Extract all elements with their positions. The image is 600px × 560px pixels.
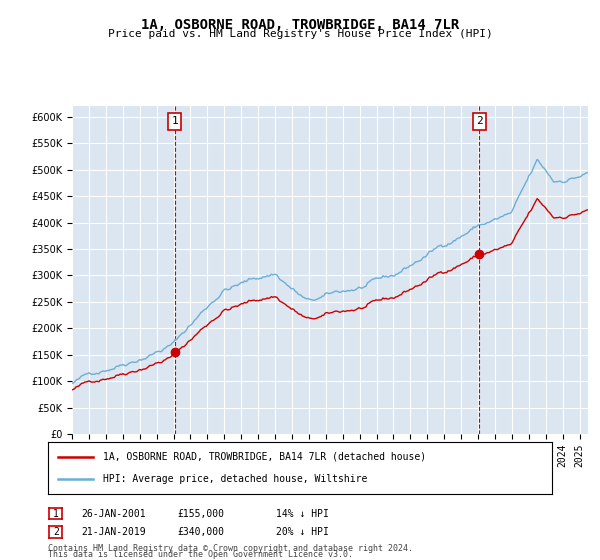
Text: £155,000: £155,000 (177, 508, 224, 519)
Text: Contains HM Land Registry data © Crown copyright and database right 2024.: Contains HM Land Registry data © Crown c… (48, 544, 413, 553)
Text: 21-JAN-2019: 21-JAN-2019 (81, 527, 146, 537)
Text: 2: 2 (53, 527, 59, 537)
Text: 20% ↓ HPI: 20% ↓ HPI (276, 527, 329, 537)
Text: 2: 2 (476, 116, 482, 126)
Text: Price paid vs. HM Land Registry's House Price Index (HPI): Price paid vs. HM Land Registry's House … (107, 29, 493, 39)
Text: 14% ↓ HPI: 14% ↓ HPI (276, 508, 329, 519)
Text: 1A, OSBORNE ROAD, TROWBRIDGE, BA14 7LR (detached house): 1A, OSBORNE ROAD, TROWBRIDGE, BA14 7LR (… (103, 452, 427, 462)
Text: This data is licensed under the Open Government Licence v3.0.: This data is licensed under the Open Gov… (48, 550, 353, 559)
Text: HPI: Average price, detached house, Wiltshire: HPI: Average price, detached house, Wilt… (103, 474, 368, 484)
Text: 26-JAN-2001: 26-JAN-2001 (81, 508, 146, 519)
Text: £340,000: £340,000 (177, 527, 224, 537)
Text: 1: 1 (172, 116, 178, 126)
Text: 1A, OSBORNE ROAD, TROWBRIDGE, BA14 7LR: 1A, OSBORNE ROAD, TROWBRIDGE, BA14 7LR (141, 18, 459, 32)
Text: 1: 1 (53, 508, 59, 519)
